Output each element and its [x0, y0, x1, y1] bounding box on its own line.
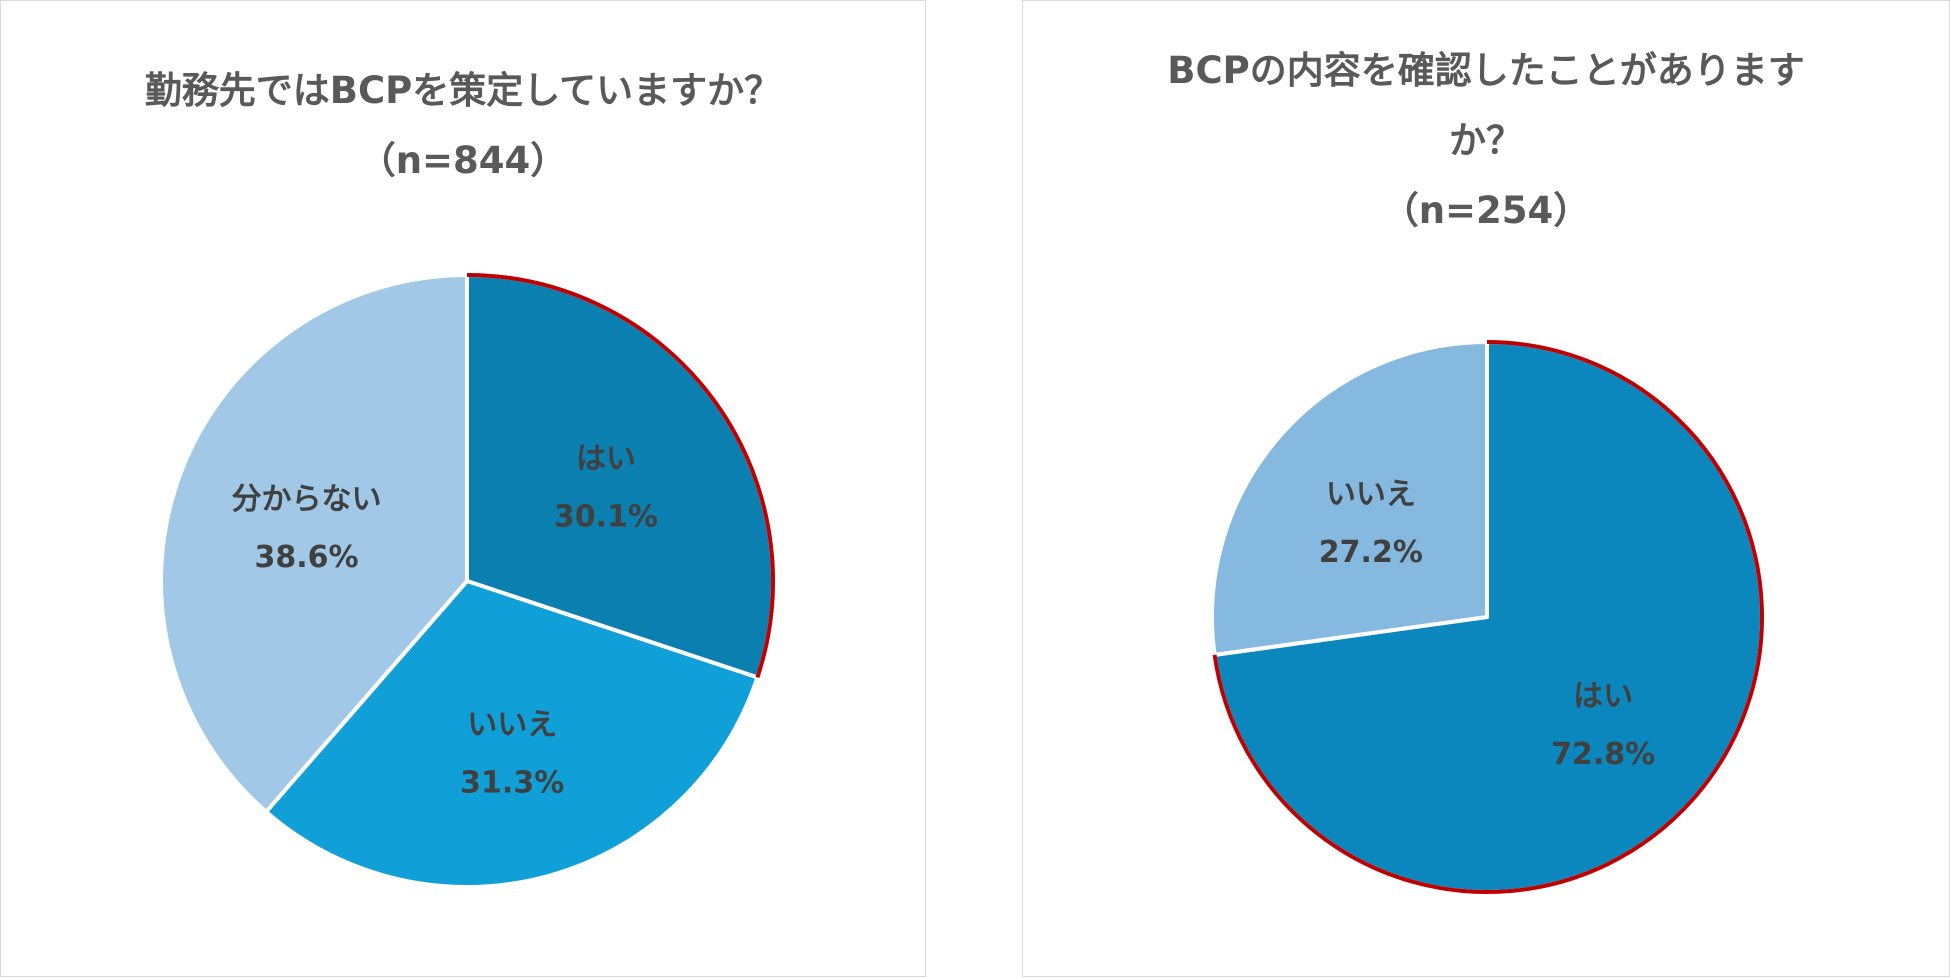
- slice-value-label: 38.6%: [254, 540, 358, 575]
- chart-title-line: か？: [1449, 119, 1523, 162]
- slice-value-label: 72.8%: [1551, 737, 1655, 772]
- chart-title-right: BCPの内容を確認したことがあります か？ （n=254）: [1023, 36, 1949, 246]
- highlight-outline: [466, 273, 775, 679]
- chart-sample-size: （n=254）: [1381, 189, 1591, 232]
- chart-title-line: BCPの内容を確認したことがあります: [1167, 49, 1805, 92]
- chart-title-line: 勤務先ではBCPを策定していますか？: [144, 69, 782, 112]
- pie-slice: [264, 579, 760, 889]
- pie-slice: [1210, 340, 1489, 657]
- slice-value-label: 30.1%: [554, 500, 658, 535]
- pie-chart-right: はい 72.8% いいえ 27.2%: [1210, 340, 1764, 894]
- highlight-outline: [1212, 340, 1764, 894]
- slice-label: いいえ: [1326, 477, 1416, 512]
- chart-title-left: 勤務先ではBCPを策定していますか？ （n=844）: [1, 56, 925, 196]
- slice-label: 分からない: [232, 482, 382, 517]
- pie-slice: [159, 273, 469, 814]
- pie-chart-left: はい 30.1% いいえ 31.3% 分からない 38.6%: [159, 273, 775, 889]
- chart-panel-left: 勤務先ではBCPを策定していますか？ （n=844） はい 30.1% いいえ 31.…: [0, 0, 926, 977]
- slice-label: いいえ: [467, 707, 557, 742]
- slice-label: はい: [1573, 679, 1633, 714]
- chart-sample-size: （n=844）: [358, 139, 568, 182]
- slice-value-label: 27.2%: [1319, 535, 1423, 570]
- chart-panel-right: BCPの内容を確認したことがあります か？ （n=254） はい 72.8% いいえ…: [1022, 0, 1950, 977]
- slice-label: はい: [576, 442, 636, 477]
- slice-value-label: 31.3%: [460, 765, 564, 800]
